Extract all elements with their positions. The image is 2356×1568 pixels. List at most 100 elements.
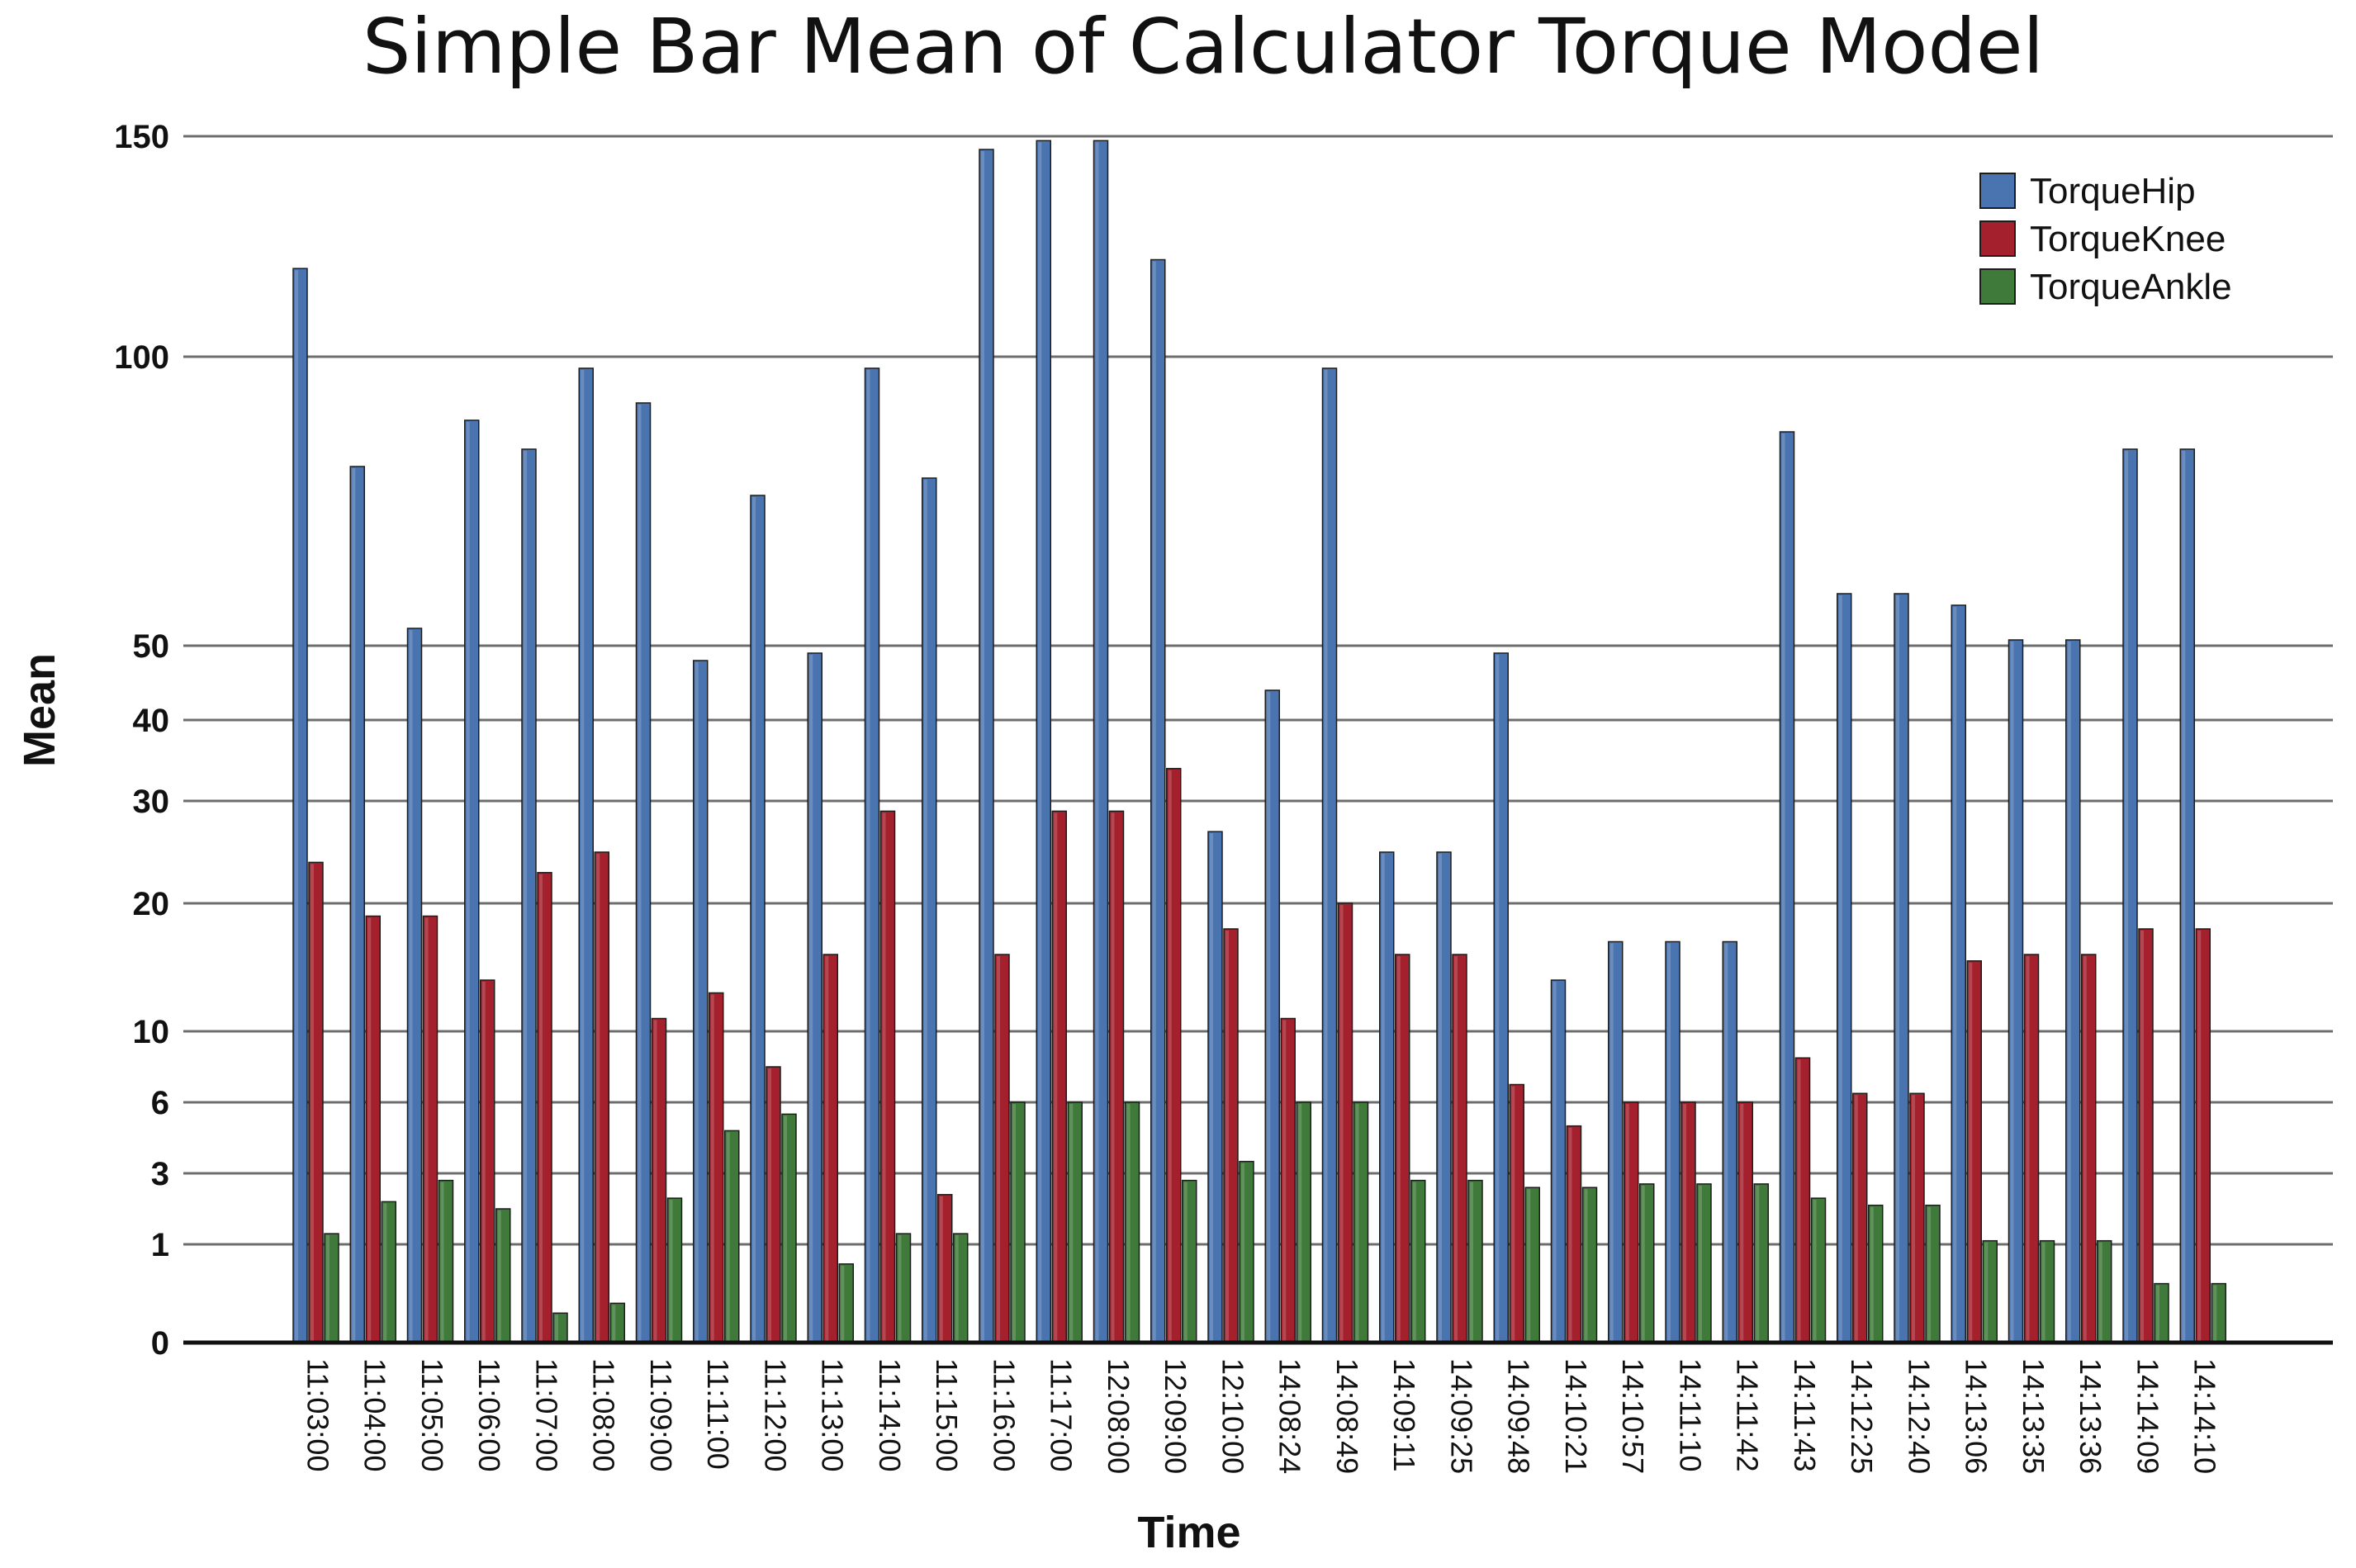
- y-tick-label: 6: [151, 1085, 169, 1121]
- x-tick-label: 14:09:48: [1502, 1358, 1536, 1474]
- legend-swatch-torquehip: [1979, 173, 2016, 209]
- x-tick-label: 11:12:00: [758, 1358, 792, 1471]
- x-tick-label: 14:11:42: [1731, 1358, 1765, 1471]
- bar-highlight: [1854, 1095, 1858, 1343]
- bar-highlight: [466, 422, 470, 1343]
- legend-label: TorqueHip: [2030, 171, 2196, 211]
- bar-highlight: [310, 864, 314, 1343]
- bar-highlight: [424, 917, 429, 1343]
- bar-highlight: [1282, 1020, 1287, 1343]
- x-tick-label: 14:11:43: [1788, 1358, 1822, 1471]
- x-tick-label: 11:06:00: [472, 1358, 506, 1471]
- bar-highlight: [923, 480, 927, 1343]
- bar-highlight: [1168, 770, 1172, 1343]
- bar-highlight: [1683, 1104, 1686, 1343]
- bar-highlight: [939, 1196, 943, 1343]
- bar-highlight: [1813, 1200, 1817, 1343]
- bar-highlight: [638, 405, 642, 1343]
- bar-highlight: [694, 662, 699, 1343]
- bar-highlight: [1339, 905, 1344, 1343]
- bar-highlight: [1552, 982, 1557, 1343]
- bar-highlight: [1527, 1189, 1531, 1343]
- bar-highlight: [1969, 962, 1973, 1343]
- y-tick-label: 30: [133, 784, 170, 820]
- legend-label: TorqueAnkle: [2030, 267, 2232, 307]
- bar-highlight: [581, 370, 585, 1343]
- x-tick-label: 11:16:00: [987, 1358, 1021, 1471]
- bar-highlight: [866, 370, 870, 1343]
- legend-swatch-torqueankle: [1979, 268, 2016, 305]
- bar-highlight: [2213, 1285, 2217, 1343]
- x-tick-label: 14:09:25: [1444, 1358, 1478, 1474]
- bar-highlight: [1496, 655, 1500, 1343]
- bar-highlight: [1241, 1163, 1244, 1343]
- x-tick-label: 14:10:57: [1616, 1358, 1650, 1474]
- bar-highlight: [1396, 956, 1401, 1343]
- x-tick-label: 12:10:00: [1216, 1358, 1249, 1474]
- x-tick-label: 14:09:11: [1387, 1358, 1421, 1471]
- bar-highlight: [1038, 142, 1042, 1343]
- bar-highlight: [2067, 642, 2071, 1343]
- bar-highlight: [1641, 1185, 1645, 1343]
- x-tick-label: 11:07:00: [529, 1358, 563, 1471]
- bar-highlight: [1324, 370, 1328, 1343]
- y-tick-label: 0: [151, 1325, 169, 1362]
- bar-highlight: [784, 1116, 787, 1343]
- bar-highlight: [1984, 1242, 1989, 1343]
- bar-highlight: [1054, 812, 1058, 1343]
- x-tick-label: 14:11:10: [1673, 1358, 1707, 1471]
- bar-highlight: [955, 1235, 959, 1343]
- y-tick-label: 50: [133, 628, 170, 665]
- bar-highlight: [1699, 1185, 1702, 1343]
- bar-highlight: [2140, 931, 2144, 1343]
- x-axis-label: Time: [1137, 1508, 1240, 1557]
- bar-highlight: [1069, 1104, 1074, 1343]
- bar-highlight: [383, 1203, 387, 1343]
- bar-highlight: [882, 812, 886, 1343]
- bar-highlight: [2156, 1285, 2159, 1343]
- bar-highlight: [295, 270, 298, 1343]
- bar-highlight: [352, 468, 356, 1343]
- x-tick-label: 11:04:00: [358, 1358, 392, 1471]
- bar-highlight: [2182, 451, 2186, 1343]
- bar-highlight: [1896, 595, 1899, 1343]
- bar-highlight: [1126, 1104, 1131, 1343]
- y-axis-ticks: 0 1 3 6 10 20 30 40 50 100 150: [114, 119, 169, 1362]
- bar-highlight: [1470, 1182, 1473, 1343]
- y-tick-label: 1: [151, 1227, 169, 1263]
- bar-highlight: [1111, 812, 1115, 1343]
- bar-highlight: [825, 956, 829, 1343]
- x-tick-label: 11:17:00: [1045, 1358, 1078, 1471]
- y-tick-label: 40: [133, 703, 170, 739]
- bar-highlight: [653, 1020, 657, 1343]
- x-axis-ticks: 11:03:00 11:04:00 11:05:00 11:06:00 11:07:00…: [301, 1358, 2221, 1474]
- bar-highlight: [1355, 1104, 1359, 1343]
- x-tick-label: 14:08:49: [1330, 1358, 1364, 1474]
- bar-highlight: [1412, 1182, 1416, 1343]
- y-axis-label: Mean: [15, 653, 64, 767]
- bar-highlight: [1298, 1104, 1302, 1343]
- bar-highlight: [2098, 1242, 2102, 1343]
- bar-highlight: [2197, 931, 2202, 1343]
- bar-highlight: [2125, 451, 2128, 1343]
- bar-highlight: [841, 1265, 845, 1343]
- bar-highlight: [1838, 595, 1842, 1343]
- x-tick-label: 14:14:09: [2131, 1358, 2164, 1474]
- x-tick-label: 12:09:00: [1159, 1358, 1192, 1474]
- bar-highlight: [1781, 433, 1785, 1343]
- bar-highlight: [612, 1305, 616, 1343]
- bar-highlight: [1870, 1206, 1874, 1343]
- x-tick-label: 14:14:10: [2188, 1358, 2222, 1474]
- bar-highlight: [1912, 1095, 1915, 1343]
- bar-highlight: [1953, 607, 1957, 1343]
- bar-highlight: [481, 982, 486, 1343]
- x-tick-label: 14:08:24: [1273, 1358, 1307, 1474]
- bar-highlight: [1152, 261, 1156, 1343]
- bar-highlight: [1568, 1127, 1572, 1343]
- bar-highlight: [497, 1210, 501, 1343]
- bar-highlight: [367, 917, 372, 1343]
- bar-highlight: [726, 1132, 730, 1343]
- legend-swatch-torqueknee: [1979, 220, 2016, 257]
- bar-highlight: [1183, 1182, 1187, 1343]
